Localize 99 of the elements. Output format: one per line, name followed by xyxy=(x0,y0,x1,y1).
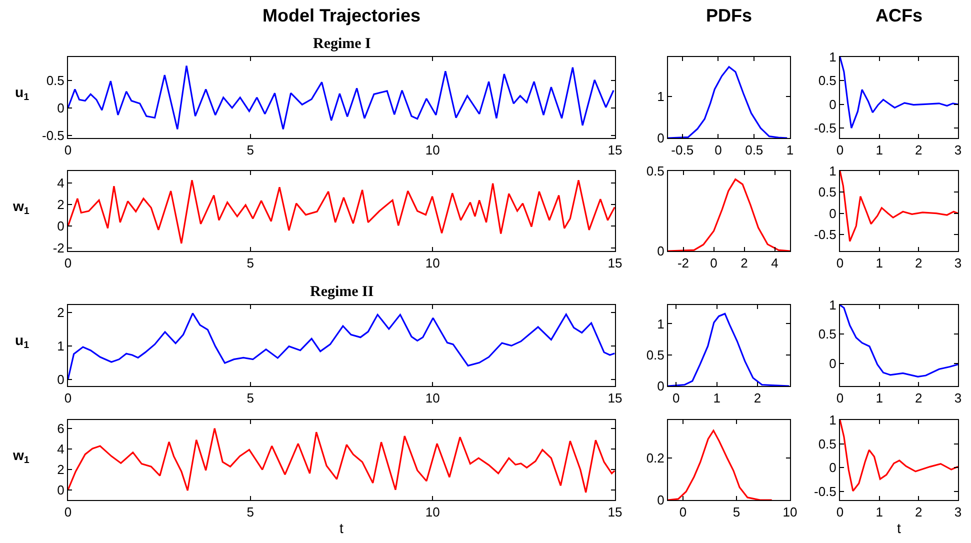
x-tick-label: 1 xyxy=(876,256,883,271)
y-tick-label: 0 xyxy=(657,492,664,508)
y-tick-label: 0.5 xyxy=(818,326,836,342)
y-tick-label: 0.5 xyxy=(818,73,836,88)
x-tick-label: 0 xyxy=(714,142,722,158)
y-axis-title: u$_{1}$ xyxy=(15,84,30,103)
y-tick-label: 0 xyxy=(829,460,836,476)
y-tick-label: 0 xyxy=(657,378,664,394)
x-tick-label: 2 xyxy=(740,256,748,271)
line-series xyxy=(840,420,958,492)
x-tick-label: 2 xyxy=(915,256,922,271)
x-tick-label: 2 xyxy=(915,142,922,158)
line-series xyxy=(668,312,790,386)
x-tick-label: 10 xyxy=(425,142,440,158)
x-tick-label: 5 xyxy=(246,504,254,520)
y-tick-label: -2 xyxy=(52,240,64,256)
y-tick-label: -0.5 xyxy=(42,128,64,143)
x-tick-label: 1 xyxy=(876,390,883,406)
line-series xyxy=(840,305,958,378)
chart-title: Model Trajectories xyxy=(262,5,421,26)
y-axis-title: w$_{1}$ xyxy=(12,198,30,217)
y-tick-label: 0.5 xyxy=(46,73,64,88)
y-tick-label: 0 xyxy=(657,130,664,146)
y-tick-label: -0.5 xyxy=(814,227,836,242)
x-tick-label: 15 xyxy=(608,390,622,406)
y-axis-title: w$_{1}$ xyxy=(12,447,30,466)
y-tick-label: 0 xyxy=(57,482,64,498)
y-tick-label: 2 xyxy=(57,462,64,477)
y-tick-label: 0 xyxy=(57,100,64,116)
y-tick-label: 0.5 xyxy=(646,164,664,179)
x-tick-label: 3 xyxy=(954,142,962,158)
line-series xyxy=(668,430,773,500)
x-tick-label: 4 xyxy=(771,256,778,271)
x-tick-label: 3 xyxy=(954,390,962,406)
y-axis-title: u$_{1}$ xyxy=(15,332,30,351)
line-series xyxy=(668,66,788,138)
x-tick-label: 15 xyxy=(608,504,622,520)
x-axis-title: t xyxy=(897,520,902,536)
x-tick-label: 10 xyxy=(425,504,440,520)
y-tick-label: 0.5 xyxy=(818,184,836,200)
x-axis-title: t xyxy=(340,520,344,536)
y-tick-label: 0.5 xyxy=(646,347,664,362)
y-tick-label: 0 xyxy=(829,356,836,371)
x-tick-label: 10 xyxy=(425,390,440,406)
line-series xyxy=(840,171,958,242)
x-tick-label: 15 xyxy=(608,256,622,271)
x-tick-label: 3 xyxy=(954,256,962,271)
y-tick-label: 1 xyxy=(57,338,64,354)
y-tick-label: 4 xyxy=(57,175,64,190)
y-tick-label: 0 xyxy=(829,96,836,112)
x-tick-label: 0 xyxy=(710,256,718,271)
y-tick-label: 1 xyxy=(829,298,836,313)
x-tick-label: 0 xyxy=(679,504,687,520)
x-tick-label: 5 xyxy=(246,142,254,158)
line-series xyxy=(68,428,615,494)
y-tick-label: 1 xyxy=(829,412,836,428)
y-tick-label: 6 xyxy=(57,421,64,436)
y-tick-label: -0.5 xyxy=(814,484,836,499)
y-tick-label: 0.2 xyxy=(646,450,664,466)
y-tick-label: 1 xyxy=(829,164,836,179)
y-tick-label: 1 xyxy=(657,89,664,104)
x-tick-label: 5 xyxy=(246,390,254,406)
x-tick-label: 2 xyxy=(754,390,762,406)
x-tick-label: 1 xyxy=(786,142,794,158)
x-tick-label: 3 xyxy=(954,504,962,520)
chart-subtitle: Regime I xyxy=(313,36,372,52)
x-tick-label: 0.5 xyxy=(745,142,764,158)
x-tick-label: 1 xyxy=(876,142,883,158)
y-tick-label: 2 xyxy=(57,197,64,212)
x-tick-label: 0 xyxy=(672,390,680,406)
line-series xyxy=(68,312,615,380)
chart-subtitle: Regime II xyxy=(310,284,374,300)
y-tick-label: 0.5 xyxy=(818,436,836,452)
y-tick-label: -0.5 xyxy=(814,120,836,136)
chart-title: PDFs xyxy=(706,5,752,26)
y-tick-label: 2 xyxy=(57,305,64,320)
x-tick-label: 10 xyxy=(425,256,440,271)
x-tick-label: 1 xyxy=(876,504,883,520)
y-tick-label: 0 xyxy=(57,218,64,234)
line-series xyxy=(68,64,614,130)
x-tick-label: 2 xyxy=(915,390,922,406)
x-tick-label: 10 xyxy=(782,504,798,520)
y-tick-label: 4 xyxy=(57,442,64,457)
line-series xyxy=(68,179,615,244)
x-tick-label: -2 xyxy=(677,256,690,271)
x-tick-label: 2 xyxy=(915,504,922,520)
x-tick-label: 1 xyxy=(713,390,720,406)
x-tick-label: 5 xyxy=(246,256,254,271)
x-tick-label: 15 xyxy=(608,142,622,158)
x-tick-label: 5 xyxy=(732,504,740,520)
y-tick-label: 0 xyxy=(829,206,836,221)
y-tick-label: 1 xyxy=(829,50,836,65)
y-tick-label: 0 xyxy=(657,244,664,259)
y-tick-label: 0 xyxy=(57,372,64,387)
x-tick-label: -0.5 xyxy=(671,142,694,158)
y-tick-label: 1 xyxy=(657,316,664,332)
line-series xyxy=(668,178,790,251)
line-series xyxy=(840,57,958,129)
chart-title: ACFs xyxy=(875,5,923,26)
